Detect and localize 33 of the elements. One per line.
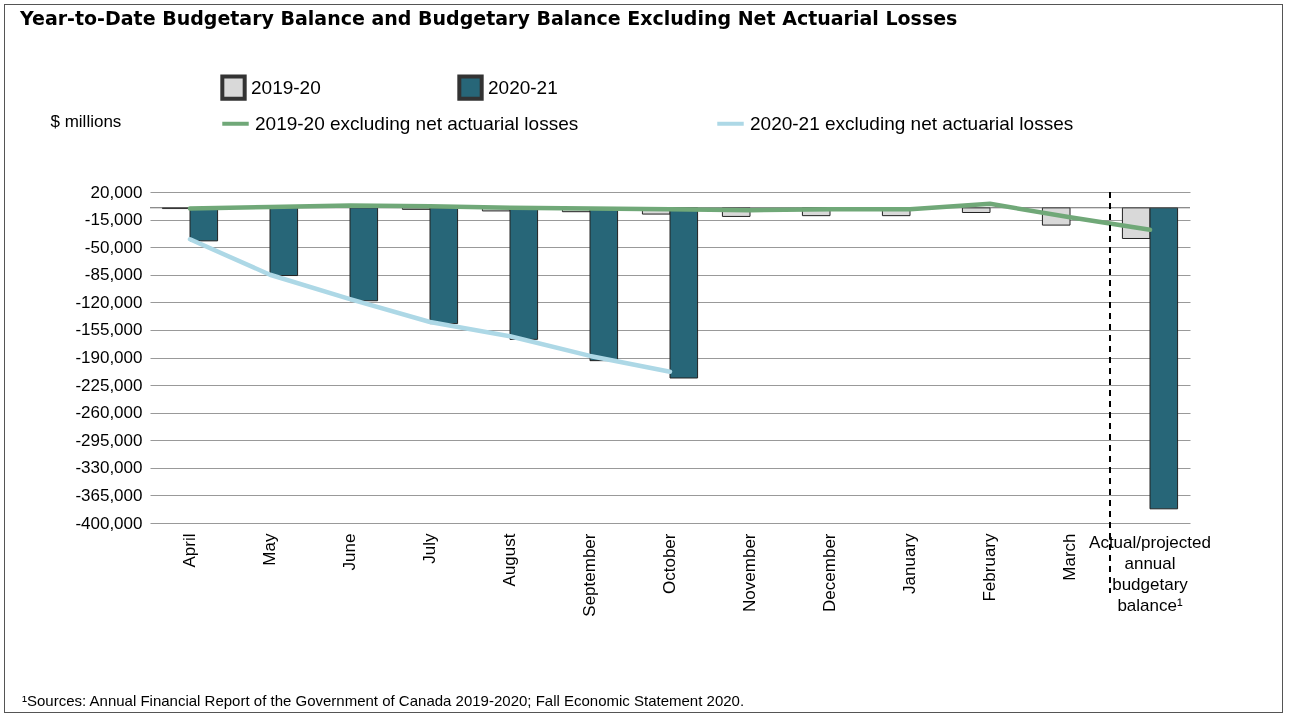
chart-title: Year-to-Date Budgetary Balance and Budgetary Balance Excluding Net Actuarial Losses (19, 7, 958, 29)
legend-label: 2019-20 excluding net actuarial losses (255, 112, 579, 134)
y-tick-label: -85,000 (84, 265, 143, 285)
y-tick-label: -295,000 (75, 430, 143, 450)
x-tick-label: August (500, 533, 519, 587)
y-tick-label: -260,000 (75, 403, 143, 423)
x-tick-label: Actual/projected annual budgetary balance¹ (1089, 533, 1211, 615)
x-tick-label: October (660, 533, 679, 594)
text: ¹Sources: Annual Financial Report of the Government of Canada 2019-2020; Fall Economic Statement 2020. (22, 692, 745, 709)
x-tick-label: December (820, 533, 839, 612)
x-tick-label: September (580, 533, 599, 617)
y-tick-label: -155,000 (75, 320, 143, 340)
x-tick-label: March (1060, 533, 1079, 581)
y-tick-label: 20,000 (90, 182, 143, 202)
y-tick-label: -120,000 (75, 292, 143, 312)
legend-label: 2019-20 (251, 76, 321, 98)
y-tick-label: -50,000 (84, 237, 143, 257)
legend-label: 2020-21 excluding net actuarial losses (750, 112, 1074, 134)
x-tick-label: July (420, 533, 439, 564)
x-tick-label: February (980, 533, 999, 602)
x-tick-label: April (180, 533, 199, 568)
y-axis-title: $ millions (50, 111, 122, 131)
y-tick-label: -330,000 (75, 458, 143, 478)
x-tick-label: June (340, 533, 359, 571)
y-tick-label: -190,000 (75, 348, 143, 367)
x-tick-label: November (740, 533, 759, 612)
y-tick-label: -400,000 (75, 513, 143, 533)
legend-label: 2020-21 (488, 76, 558, 98)
y-tick-label: -225,000 (75, 375, 143, 395)
x-tick-label: May (260, 533, 279, 566)
y-tick-label: -15,000 (84, 210, 143, 230)
x-tick-label: January (900, 533, 919, 594)
y-tick-label: -365,000 (75, 485, 143, 505)
